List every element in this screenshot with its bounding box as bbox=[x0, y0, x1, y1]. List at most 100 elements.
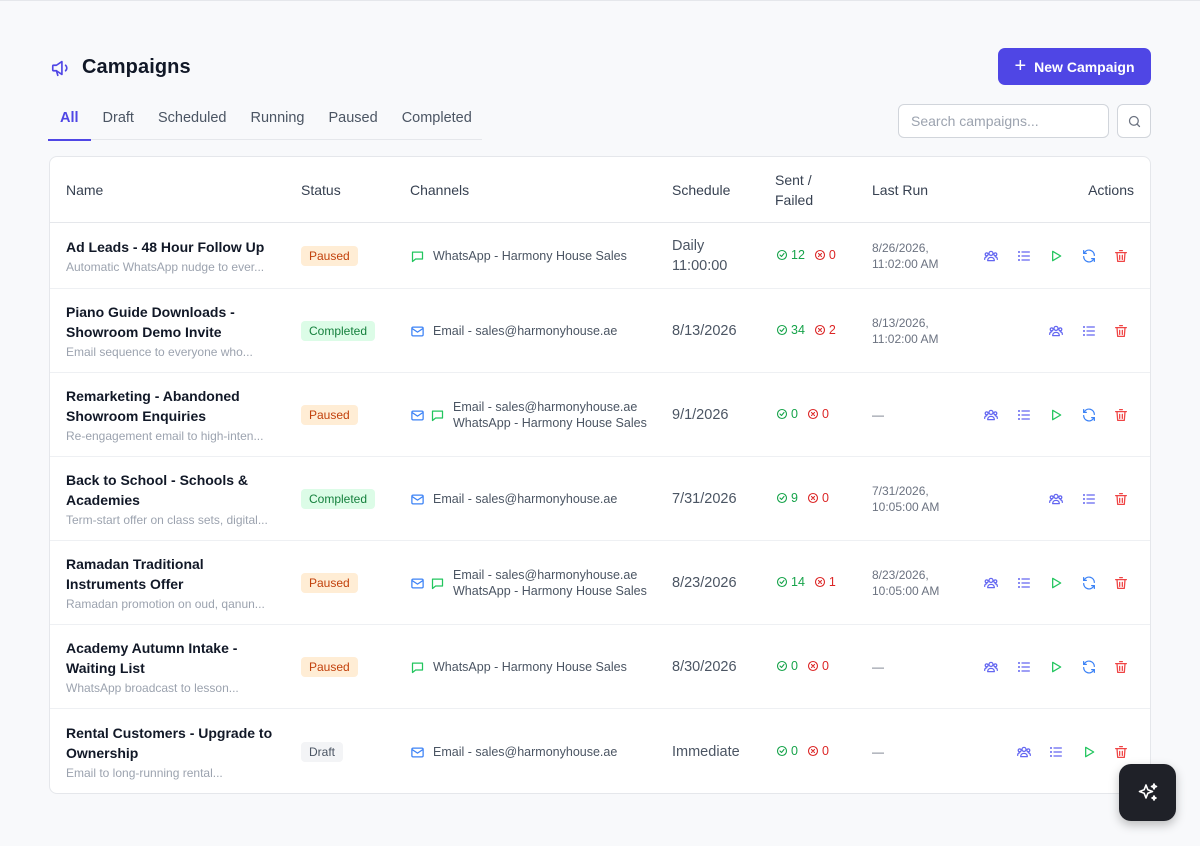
table-row[interactable]: Piano Guide Downloads - Showroom Demo Inv… bbox=[50, 289, 1150, 373]
campaign-name[interactable]: Piano Guide Downloads - bbox=[66, 304, 235, 320]
campaign-description: Re-engagement email to high-inten... bbox=[66, 429, 264, 443]
campaign-name[interactable]: Showroom Demo Invite bbox=[66, 324, 222, 340]
schedule-value: 11:00:00 bbox=[672, 258, 728, 274]
run-button[interactable] bbox=[1048, 248, 1064, 264]
recipients-list-button[interactable] bbox=[1048, 744, 1064, 760]
recipients-list-button[interactable] bbox=[1016, 407, 1032, 423]
campaign-name-cell: Ad Leads - 48 Hour Follow Up Automatic Wh… bbox=[66, 237, 281, 275]
channel-list: Email - sales@harmonyhouse.ae WhatsApp - … bbox=[453, 399, 647, 431]
chat-icon bbox=[430, 576, 445, 591]
trash-icon bbox=[1113, 491, 1129, 507]
audience-button[interactable] bbox=[1048, 323, 1064, 339]
recipients-list-button[interactable] bbox=[1016, 248, 1032, 264]
table-row[interactable]: Back to School - Schools & Academies Term-… bbox=[50, 457, 1150, 541]
campaign-name[interactable]: Showroom Enquiries bbox=[66, 408, 207, 424]
campaign-name[interactable]: Ad Leads - 48 Hour Follow Up bbox=[66, 239, 265, 255]
header-sent-failed: Sent / Failed bbox=[775, 170, 813, 210]
table-row[interactable]: Remarketing - Abandoned Showroom Enquirie… bbox=[50, 373, 1150, 457]
campaign-name[interactable]: Waiting List bbox=[66, 660, 145, 676]
refresh-button[interactable] bbox=[1081, 407, 1097, 423]
last-run-cell: 8/13/2026, 11:02:00 AM bbox=[872, 315, 939, 347]
refresh-button[interactable] bbox=[1081, 659, 1097, 675]
schedule-value: 8/23/2026 bbox=[672, 575, 737, 591]
channel-list: WhatsApp - Harmony House Sales bbox=[433, 248, 627, 264]
status-cell: Paused bbox=[301, 246, 358, 266]
refresh-button[interactable] bbox=[1081, 575, 1097, 591]
campaign-name[interactable]: Remarketing - Abandoned bbox=[66, 388, 240, 404]
last-run-cell: — bbox=[872, 659, 884, 675]
tab-all[interactable]: All bbox=[48, 104, 91, 141]
campaign-name[interactable]: Academies bbox=[66, 492, 140, 508]
recipients-list-button[interactable] bbox=[1081, 491, 1097, 507]
plus-icon: + bbox=[1014, 54, 1027, 77]
play-icon bbox=[1048, 248, 1064, 264]
campaign-name[interactable]: Rental Customers - Upgrade to bbox=[66, 725, 273, 741]
delete-button[interactable] bbox=[1113, 659, 1129, 675]
search-input[interactable] bbox=[898, 104, 1109, 138]
run-button[interactable] bbox=[1048, 407, 1064, 423]
mail-icon bbox=[410, 492, 425, 507]
schedule-value: 7/31/2026 bbox=[672, 491, 737, 507]
refresh-button[interactable] bbox=[1081, 248, 1097, 264]
header-name: Name bbox=[66, 182, 104, 198]
delete-button[interactable] bbox=[1113, 575, 1129, 591]
campaign-name[interactable]: Ramadan Traditional bbox=[66, 556, 204, 572]
new-campaign-button[interactable]: + New Campaign bbox=[998, 48, 1151, 85]
trash-icon bbox=[1113, 575, 1129, 591]
tab-draft[interactable]: Draft bbox=[102, 110, 134, 126]
run-button[interactable] bbox=[1048, 575, 1064, 591]
delete-button[interactable] bbox=[1113, 407, 1129, 423]
audience-button[interactable] bbox=[1016, 744, 1032, 760]
x-circle-icon bbox=[807, 408, 819, 420]
channel-list: Email - sales@harmonyhouse.ae bbox=[433, 744, 617, 760]
delete-button[interactable] bbox=[1113, 323, 1129, 339]
sent-count: 0 bbox=[791, 659, 798, 673]
ai-assistant-button[interactable] bbox=[1119, 764, 1176, 821]
check-circle-icon bbox=[776, 660, 788, 672]
table-row[interactable]: Ad Leads - 48 Hour Follow Up Automatic Wh… bbox=[50, 223, 1150, 289]
campaign-name[interactable]: Ownership bbox=[66, 745, 139, 761]
list-icon bbox=[1081, 323, 1097, 339]
recipients-list-button[interactable] bbox=[1016, 575, 1032, 591]
schedule-cell: 8/30/2026 bbox=[672, 657, 737, 677]
campaign-name[interactable]: Academy Autumn Intake - bbox=[66, 640, 238, 656]
chat-icon bbox=[410, 660, 425, 675]
tab-completed[interactable]: Completed bbox=[401, 110, 472, 126]
recipients-list-button[interactable] bbox=[1016, 659, 1032, 675]
campaign-name[interactable]: Back to School - Schools & bbox=[66, 472, 249, 488]
tab-scheduled[interactable]: Scheduled bbox=[157, 110, 227, 126]
delete-button[interactable] bbox=[1113, 248, 1129, 264]
table-row[interactable]: Ramadan Traditional Instruments Offer Rama… bbox=[50, 541, 1150, 625]
channels-cell: Email - sales@harmonyhouse.ae bbox=[410, 491, 617, 507]
table-header: Name Status Channels Schedule Sent / Fai… bbox=[50, 157, 1150, 223]
status-badge: Paused bbox=[301, 405, 358, 425]
schedule-cell: 8/23/2026 bbox=[672, 573, 737, 593]
audience-button[interactable] bbox=[983, 248, 999, 264]
run-button[interactable] bbox=[1081, 744, 1097, 760]
run-button[interactable] bbox=[1048, 659, 1064, 675]
sent-failed-cell: 34 2 bbox=[776, 323, 836, 337]
audience-button[interactable] bbox=[983, 575, 999, 591]
audience-button[interactable] bbox=[983, 659, 999, 675]
table-row[interactable]: Academy Autumn Intake - Waiting List Whats… bbox=[50, 625, 1150, 709]
tab-running[interactable]: Running bbox=[250, 110, 305, 126]
header-last-run: Last Run bbox=[872, 182, 929, 198]
list-icon bbox=[1016, 659, 1032, 675]
table-row[interactable]: Rental Customers - Upgrade to Ownership Em… bbox=[50, 709, 1150, 793]
list-icon bbox=[1016, 575, 1032, 591]
audience-button[interactable] bbox=[1048, 491, 1064, 507]
search-button[interactable] bbox=[1117, 104, 1151, 138]
recipients-list-button[interactable] bbox=[1081, 323, 1097, 339]
campaign-name[interactable]: Instruments Offer bbox=[66, 576, 184, 592]
tab-paused[interactable]: Paused bbox=[328, 110, 378, 126]
channels-cell: Email - sales@harmonyhouse.ae bbox=[410, 744, 617, 760]
last-run-value: 8/23/2026, bbox=[872, 568, 929, 582]
status-badge: Draft bbox=[301, 742, 344, 762]
mail-icon bbox=[410, 745, 425, 760]
delete-button[interactable] bbox=[1113, 744, 1129, 760]
delete-button[interactable] bbox=[1113, 491, 1129, 507]
audience-button[interactable] bbox=[983, 407, 999, 423]
schedule-value: 9/1/2026 bbox=[672, 407, 729, 423]
check-circle-icon bbox=[776, 408, 788, 420]
header-actions: Actions bbox=[1088, 182, 1134, 198]
